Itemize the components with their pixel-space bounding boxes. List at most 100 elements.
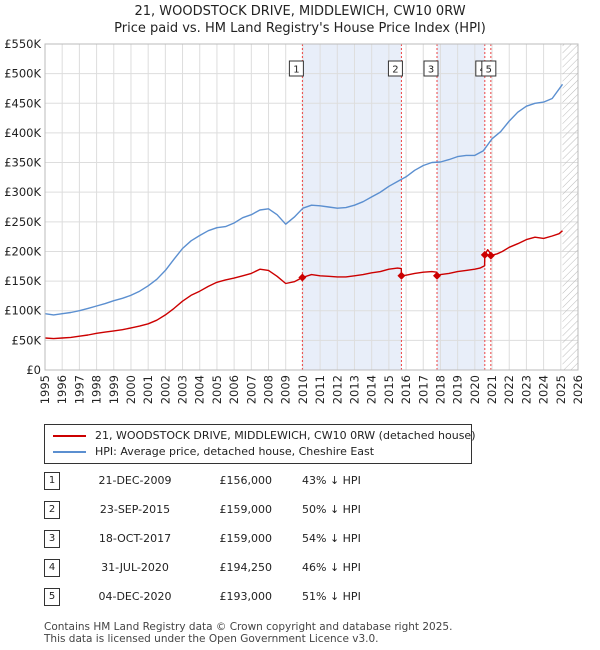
- y-tick-label: £250K: [4, 215, 41, 229]
- transaction-date: 31-JUL-2020: [101, 561, 169, 574]
- price-chart: 12345 £0£50K£100K£150K£200K£250K£300K£35…: [4, 37, 585, 404]
- x-tick-label: 2015: [382, 375, 396, 404]
- plot-frame: [44, 43, 579, 371]
- x-tick-label: 2017: [416, 375, 430, 404]
- x-tick-label: 2016: [399, 375, 413, 404]
- legend-swatch-hpi: [53, 451, 86, 453]
- x-tick-label: 2013: [347, 375, 361, 404]
- x-tick-label: 2018: [433, 375, 447, 404]
- transaction-hpi-diff: 46% ↓ HPI: [302, 561, 361, 574]
- y-tick-label: £200K: [4, 244, 41, 258]
- x-tick-label: 2026: [571, 375, 585, 404]
- sale-point-1: [298, 273, 307, 282]
- y-tick-label: £350K: [4, 156, 41, 170]
- x-tick-label: 2000: [124, 375, 138, 404]
- sale-marker-box-1: [288, 60, 304, 77]
- sale-point-2: [397, 271, 406, 280]
- x-tick-label: 2004: [193, 375, 207, 404]
- property-price-line: [44, 230, 563, 340]
- y-tick-label: £50K: [12, 333, 42, 347]
- x-tick-label: 2002: [158, 375, 172, 404]
- x-tick-label: 2008: [262, 375, 276, 404]
- x-tick-label: 2011: [313, 375, 327, 404]
- transaction-hpi-diff: 54% ↓ HPI: [302, 532, 361, 545]
- x-tick-label: 2010: [296, 375, 310, 404]
- transaction-price: £159,000: [219, 532, 273, 545]
- title-line-2: Price paid vs. HM Land Registry's House …: [114, 21, 486, 36]
- x-tick-label: 2024: [537, 375, 551, 404]
- x-tick-label: 1995: [38, 375, 52, 404]
- transaction-price: £193,000: [219, 590, 273, 603]
- legend-swatch-property: [53, 435, 86, 437]
- x-tick-label: 2023: [519, 375, 533, 404]
- x-tick-label: 2014: [365, 375, 379, 404]
- x-tick-label: 2025: [554, 375, 568, 404]
- y-tick-label: £500K: [4, 67, 41, 81]
- footer-line-1: Contains HM Land Registry data © Crown c…: [44, 621, 453, 633]
- sale-point-3: [433, 271, 442, 280]
- transaction-row: 1 21-DEC-2009 £156,000 43% ↓ HPI: [44, 472, 444, 490]
- transaction-date: 23-SEP-2015: [99, 503, 171, 516]
- transaction-hpi-diff: 51% ↓ HPI: [302, 590, 361, 603]
- sale-marker-label-3: 3: [428, 65, 434, 76]
- x-tick-label: 1999: [107, 375, 121, 404]
- transaction-price: £159,000: [219, 503, 273, 516]
- legend-item-property: 21, WOODSTOCK DRIVE, MIDDLEWICH, CW10 0R…: [53, 428, 476, 444]
- sale-marker-label-1: 1: [293, 65, 299, 76]
- x-tick-label: 2006: [227, 375, 241, 404]
- x-tick-label: 1997: [72, 375, 86, 404]
- y-tick-label: £150K: [4, 274, 41, 288]
- chart-legend: 21, WOODSTOCK DRIVE, MIDDLEWICH, CW10 0R…: [44, 424, 476, 464]
- transaction-row: 4 31-JUL-2020 £194,250 46% ↓ HPI: [44, 559, 444, 577]
- transaction-price: £156,000: [219, 474, 273, 487]
- footer-line-2: This data is licensed under the Open Gov…: [44, 633, 379, 645]
- x-tick-label: 1996: [55, 375, 69, 404]
- x-tick-label: 2022: [502, 375, 516, 404]
- sale-point-5: [486, 251, 495, 260]
- x-tick-label: 2012: [330, 375, 344, 404]
- x-tick-label: 2021: [485, 375, 499, 404]
- sale-marker-box-3: [423, 60, 439, 77]
- future-hatch: [562, 44, 578, 370]
- x-tick-label: 2007: [244, 375, 258, 404]
- y-tick-label: £450K: [4, 96, 41, 110]
- hpi-line: [44, 83, 564, 316]
- shaded-span-2: [437, 44, 485, 370]
- legend-item-hpi: HPI: Average price, detached house, Ches…: [53, 444, 374, 460]
- transaction-number: 4: [44, 559, 60, 577]
- footer: Contains HM Land Registry data © Crown c…: [44, 621, 452, 645]
- transaction-row: 3 18-OCT-2017 £159,000 54% ↓ HPI: [44, 530, 444, 548]
- shaded-span-1: [302, 44, 402, 370]
- y-tick-label: £400K: [4, 126, 41, 140]
- transaction-number: 1: [44, 472, 60, 490]
- y-tick-label: £0: [26, 363, 41, 377]
- sale-marker-box-2: [387, 60, 403, 77]
- x-tick-label: 2020: [468, 375, 482, 404]
- x-tick-label: 2009: [279, 375, 293, 404]
- transaction-number: 3: [44, 530, 60, 548]
- legend-label-property: 21, WOODSTOCK DRIVE, MIDDLEWICH, CW10 0R…: [95, 429, 476, 442]
- sale-marker-box-5: [481, 60, 497, 77]
- title-line-1: 21, WOODSTOCK DRIVE, MIDDLEWICH, CW10 0R…: [134, 4, 466, 19]
- transaction-price: £194,250: [219, 561, 273, 574]
- sale-marker-label-2: 2: [392, 65, 398, 76]
- transaction-date: 21-DEC-2009: [98, 474, 172, 487]
- x-tick-label: 2019: [451, 375, 465, 404]
- transaction-date: 18-OCT-2017: [98, 532, 172, 545]
- transaction-date: 04-DEC-2020: [98, 590, 172, 603]
- x-tick-label: 2005: [210, 375, 224, 404]
- transaction-hpi-diff: 43% ↓ HPI: [302, 474, 361, 487]
- sale-marker-label-5: 5: [486, 65, 492, 76]
- x-tick-label: 2003: [176, 375, 190, 404]
- y-tick-label: £100K: [4, 304, 41, 318]
- transaction-row: 5 04-DEC-2020 £193,000 51% ↓ HPI: [44, 588, 444, 606]
- sale-point-4: [480, 250, 489, 259]
- chart-title: 21, WOODSTOCK DRIVE, MIDDLEWICH, CW10 0R…: [0, 3, 600, 37]
- x-tick-label: 1998: [90, 375, 104, 404]
- transaction-number: 2: [44, 501, 60, 519]
- x-tick-label: 2001: [141, 375, 155, 404]
- legend-label-hpi: HPI: Average price, detached house, Ches…: [95, 445, 375, 458]
- transaction-row: 2 23-SEP-2015 £159,000 50% ↓ HPI: [44, 501, 444, 519]
- y-tick-label: £550K: [4, 37, 41, 51]
- transaction-hpi-diff: 50% ↓ HPI: [302, 503, 361, 516]
